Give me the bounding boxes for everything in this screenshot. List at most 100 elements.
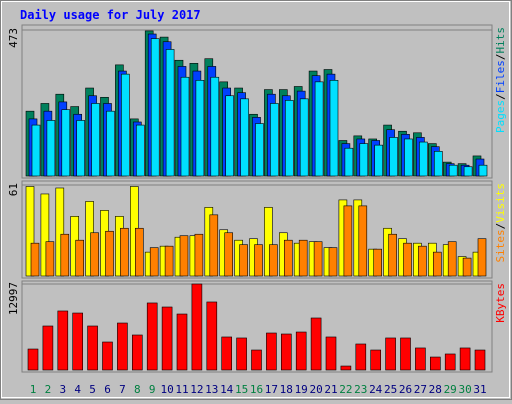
x-tick-label: 14 bbox=[220, 383, 234, 396]
bar bbox=[239, 244, 248, 277]
bar bbox=[298, 239, 308, 277]
x-tick-label: 2 bbox=[45, 383, 52, 396]
x-tick-label: 12 bbox=[190, 383, 203, 396]
x-tick-label: 22 bbox=[339, 383, 352, 396]
bar bbox=[284, 100, 294, 177]
bar bbox=[269, 244, 278, 277]
bar bbox=[373, 248, 383, 277]
bar bbox=[359, 143, 369, 177]
x-tick-label: 10 bbox=[160, 383, 173, 396]
bar bbox=[45, 241, 55, 277]
bar bbox=[179, 235, 189, 277]
bar bbox=[150, 38, 160, 177]
bar bbox=[61, 109, 71, 177]
legend-separator: / bbox=[494, 93, 507, 100]
bar bbox=[400, 337, 411, 371]
bar bbox=[121, 73, 130, 177]
bar bbox=[459, 347, 471, 371]
bar bbox=[385, 337, 396, 371]
bar bbox=[419, 141, 428, 177]
bar bbox=[343, 205, 353, 277]
x-tick-label: 21 bbox=[324, 383, 337, 396]
bar bbox=[329, 80, 339, 177]
bar bbox=[313, 241, 323, 277]
bar bbox=[295, 331, 307, 371]
x-tick-label: 29 bbox=[444, 383, 457, 396]
bar bbox=[90, 232, 99, 277]
x-tick-label: 17 bbox=[265, 383, 278, 396]
bar bbox=[194, 233, 204, 277]
bar bbox=[388, 233, 397, 277]
bar bbox=[165, 49, 175, 177]
bar bbox=[224, 232, 233, 277]
bar bbox=[299, 98, 309, 177]
bar bbox=[474, 349, 486, 371]
bar bbox=[418, 245, 427, 277]
x-tick-label: 7 bbox=[119, 383, 126, 396]
bar bbox=[270, 103, 279, 177]
bar bbox=[478, 164, 488, 177]
x-tick-label: 28 bbox=[429, 383, 442, 396]
legend: Pages/Files/Hits bbox=[494, 27, 507, 133]
frame-bevel bbox=[1, 1, 510, 398]
bar bbox=[105, 230, 114, 277]
bar bbox=[264, 207, 273, 277]
bar bbox=[46, 120, 56, 177]
bar bbox=[31, 124, 41, 177]
x-tick-label: 15 bbox=[235, 383, 248, 396]
bar bbox=[254, 244, 263, 277]
x-tick-label: 5 bbox=[89, 383, 96, 396]
x-tick-label: 1 bbox=[30, 383, 37, 396]
bar bbox=[40, 193, 50, 277]
x-tick-label: 24 bbox=[369, 383, 383, 396]
bar bbox=[146, 302, 158, 371]
bar bbox=[370, 349, 382, 371]
legend-separator: / bbox=[494, 54, 507, 61]
x-tick-label: 19 bbox=[295, 383, 308, 396]
legend-entry: Hits bbox=[494, 27, 507, 54]
bar bbox=[328, 247, 338, 277]
legend-entry: KBytes bbox=[494, 283, 507, 323]
x-tick-label: 31 bbox=[473, 383, 486, 396]
bar bbox=[251, 349, 262, 371]
bar bbox=[310, 317, 322, 371]
bar bbox=[415, 347, 426, 371]
bar bbox=[72, 312, 83, 371]
bar bbox=[325, 336, 337, 371]
bar bbox=[161, 306, 173, 371]
bar bbox=[176, 313, 188, 371]
x-tick-label: 16 bbox=[250, 383, 263, 396]
x-tick-label: 18 bbox=[280, 383, 293, 396]
legend: KBytes bbox=[494, 283, 507, 323]
chart-title: Daily usage for July 2017 bbox=[20, 8, 201, 22]
bar bbox=[57, 310, 69, 371]
bar bbox=[477, 238, 487, 277]
bar bbox=[448, 164, 458, 177]
x-tick-label: 3 bbox=[59, 383, 66, 396]
bar bbox=[432, 251, 442, 277]
bar bbox=[444, 353, 456, 371]
x-tick-label: 11 bbox=[175, 383, 188, 396]
bar bbox=[266, 332, 277, 371]
bar bbox=[120, 227, 129, 277]
legend-entry: Files bbox=[494, 60, 507, 93]
y-tick-label: 61 bbox=[7, 183, 20, 196]
x-tick-label: 9 bbox=[149, 383, 156, 396]
bar bbox=[132, 334, 143, 371]
bar bbox=[429, 356, 441, 371]
bar bbox=[221, 336, 232, 371]
x-tick-label: 8 bbox=[134, 383, 141, 396]
bar bbox=[355, 343, 367, 371]
bar bbox=[433, 151, 443, 177]
bar bbox=[462, 257, 472, 277]
bar bbox=[60, 233, 70, 277]
legend: Sites/Visits bbox=[494, 183, 507, 263]
bar bbox=[225, 95, 234, 177]
bar bbox=[447, 241, 457, 277]
bar bbox=[102, 341, 113, 371]
bar bbox=[76, 120, 85, 177]
x-tick-label: 23 bbox=[354, 383, 367, 396]
bar bbox=[195, 80, 205, 177]
bar bbox=[191, 283, 203, 371]
bar bbox=[358, 205, 368, 277]
